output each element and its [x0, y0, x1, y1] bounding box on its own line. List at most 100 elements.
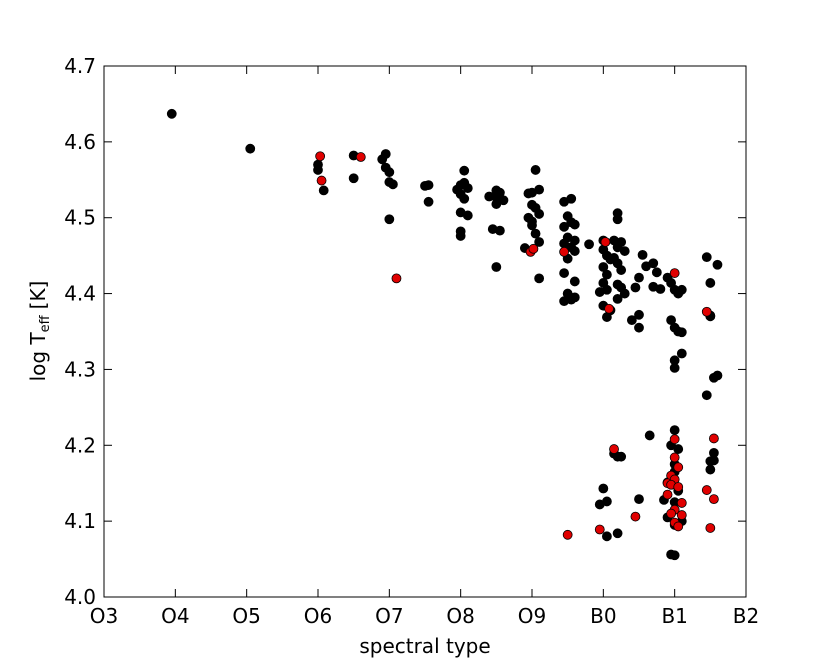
x-tick-label: O6: [304, 604, 332, 628]
data-point-black: [527, 220, 537, 231]
data-point-black: [530, 165, 541, 175]
x-tick-label: O7: [375, 604, 403, 628]
data-point-black: [701, 252, 712, 263]
data-point-black: [166, 108, 177, 119]
data-point-red: [609, 444, 619, 454]
data-point-black: [566, 193, 577, 204]
data-point-black: [648, 258, 659, 269]
data-point-black: [637, 249, 648, 260]
data-point-black: [705, 278, 716, 288]
data-point-black: [387, 179, 398, 190]
data-point-red: [676, 510, 687, 520]
data-point-black: [612, 528, 623, 539]
data-point-black: [423, 180, 434, 190]
data-point-black: [634, 272, 644, 283]
data-point-black: [705, 464, 716, 475]
x-axis-label: spectral type: [359, 634, 490, 658]
data-point-black: [377, 154, 388, 165]
data-point-red: [705, 523, 716, 533]
data-point-black: [626, 315, 637, 326]
svg-text:log Teff[K]: log Teff [K]: [26, 281, 53, 382]
data-point-black: [701, 390, 712, 401]
data-point-black: [584, 239, 594, 250]
y-axis-label-unit: [K]: [26, 281, 50, 310]
data-point-black: [598, 483, 609, 494]
x-tick-label: B0: [590, 604, 616, 628]
data-point-black: [313, 165, 323, 175]
data-point-black: [569, 219, 580, 230]
data-point-black: [594, 287, 605, 297]
data-point-red: [669, 434, 680, 445]
data-point-red: [666, 508, 676, 519]
data-point-red: [701, 306, 712, 317]
data-point-black: [594, 499, 605, 510]
data-point-red: [528, 243, 539, 254]
data-point-red: [673, 521, 684, 532]
data-point-black: [612, 214, 623, 225]
data-point-black: [534, 209, 545, 219]
data-point-black: [534, 237, 545, 247]
data-point-black: [559, 221, 569, 232]
data-point-black: [384, 167, 395, 178]
data-point-black: [712, 259, 723, 270]
data-point-black: [569, 246, 580, 256]
axis-ticks: [103, 65, 747, 598]
y-tick-label: 4.5: [64, 206, 96, 230]
y-axis-label-main: log T: [26, 332, 50, 382]
data-point-red: [676, 498, 687, 508]
data-point-red: [662, 489, 673, 500]
data-point-black: [616, 265, 627, 275]
y-tick-label: 4.2: [64, 433, 96, 457]
data-point-black: [709, 455, 719, 466]
x-tick-label: B2: [733, 604, 759, 628]
data-point-red: [673, 482, 684, 492]
data-point-red: [673, 462, 684, 473]
data-point-black: [602, 531, 612, 542]
data-point-black: [616, 451, 627, 462]
data-point-black: [491, 199, 502, 209]
data-point-black: [530, 228, 541, 239]
data-point-black: [676, 327, 687, 338]
data-point-black: [634, 322, 644, 333]
data-point-black: [651, 267, 662, 278]
y-tick-label: 4.1: [64, 509, 96, 533]
x-tick-label: O3: [90, 604, 118, 628]
data-point-black: [455, 231, 466, 241]
data-point-red: [701, 485, 712, 495]
data-point-black: [676, 348, 687, 359]
y-tick-label: 4.6: [64, 130, 96, 154]
data-point-black: [602, 269, 612, 280]
data-point-red: [709, 494, 719, 505]
data-point-black: [384, 214, 395, 225]
data-point-black: [630, 282, 641, 293]
data-point-red: [669, 268, 680, 278]
data-points: [166, 108, 723, 561]
data-point-black: [712, 370, 723, 381]
data-point-black: [462, 210, 473, 221]
data-point-red: [355, 152, 366, 162]
y-tick-label: 4.3: [64, 357, 96, 381]
data-point-black: [459, 193, 470, 204]
data-point-black: [673, 444, 684, 454]
x-tick-label: B1: [661, 604, 687, 628]
data-point-black: [634, 494, 644, 505]
data-point-black: [534, 184, 545, 195]
data-point-red: [316, 175, 327, 186]
data-point-black: [459, 165, 470, 176]
data-point-red: [559, 246, 569, 257]
data-point-red: [630, 511, 641, 522]
data-point-black: [644, 430, 655, 441]
data-point-black: [245, 143, 256, 154]
data-point-red: [604, 303, 614, 314]
data-point-black: [669, 425, 680, 436]
data-point-black: [669, 363, 680, 373]
data-point-black: [676, 284, 687, 295]
data-point-black: [619, 246, 630, 256]
data-point-black: [491, 262, 502, 272]
data-point-black: [569, 292, 580, 303]
x-tick-label: O8: [446, 604, 474, 628]
data-point-black: [619, 288, 630, 299]
data-point-black: [612, 293, 623, 304]
